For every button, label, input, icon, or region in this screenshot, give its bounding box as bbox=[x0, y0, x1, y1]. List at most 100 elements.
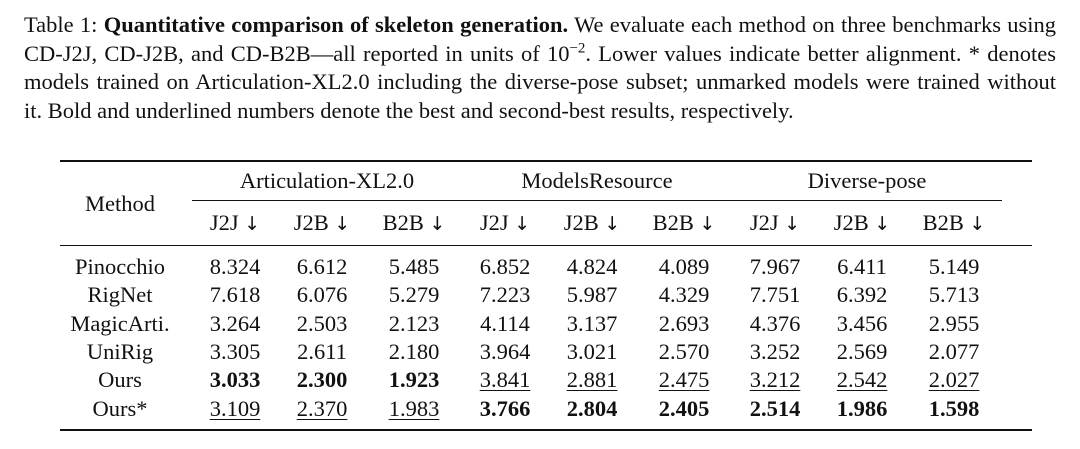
metric-value: 3.264 bbox=[209, 310, 261, 336]
metric-label: B2B bbox=[382, 210, 430, 235]
metric-value: 2.180 bbox=[388, 339, 440, 365]
metric-value: 5.713 bbox=[928, 282, 980, 308]
caption-body-1: We evaluate each method on three benchma… bbox=[24, 12, 1057, 66]
metric-value: 2.569 bbox=[836, 339, 888, 365]
metric-value: 4.376 bbox=[749, 310, 801, 336]
caption-title: Quantitative comparison of skeleton gene… bbox=[103, 12, 569, 37]
metric-value: 1.923 bbox=[388, 367, 440, 393]
metric-value: 5.485 bbox=[388, 254, 440, 280]
metric-value: 1.598 bbox=[928, 395, 980, 421]
method-column-header: Method bbox=[85, 190, 155, 216]
caption-exponent: −2 bbox=[569, 40, 586, 56]
metric-value: 2.611 bbox=[297, 339, 347, 365]
metric-value: 3.252 bbox=[749, 339, 801, 365]
metric-value: 7.223 bbox=[479, 282, 531, 308]
metric-value: 3.305 bbox=[209, 339, 261, 365]
metric-value: 3.137 bbox=[566, 310, 618, 336]
metric-value: 3.456 bbox=[836, 310, 888, 336]
metric-value: 2.881 bbox=[566, 367, 618, 393]
method-name: Pinocchio bbox=[75, 254, 165, 280]
metric-value: 3.841 bbox=[479, 367, 531, 393]
metric-value: 2.370 bbox=[296, 395, 348, 421]
metric-value: 8.324 bbox=[209, 254, 261, 280]
metric-value: 6.852 bbox=[479, 254, 531, 280]
metric-value: 3.766 bbox=[479, 395, 531, 421]
metric-value: 2.300 bbox=[296, 367, 348, 393]
metric-value: 7.751 bbox=[749, 282, 801, 308]
metric-value: 2.514 bbox=[749, 395, 801, 421]
metric-value: 3.033 bbox=[209, 367, 261, 393]
metric-header-j2b: J2B ↓ bbox=[818, 201, 906, 246]
metric-header-j2b: J2B ↓ bbox=[548, 201, 636, 246]
metric-value: 2.027 bbox=[928, 367, 980, 393]
metric-value: 2.804 bbox=[566, 395, 618, 421]
caption-body-2: . Lower values indicate better alignment… bbox=[24, 40, 1056, 123]
metric-header-j2j: J2J ↓ bbox=[732, 201, 818, 246]
down-arrow-icon: ↓ bbox=[514, 213, 531, 235]
metric-value: 1.986 bbox=[836, 395, 888, 421]
metric-value: 3.212 bbox=[749, 367, 801, 393]
metric-value: 2.955 bbox=[928, 310, 980, 336]
metric-value: 3.109 bbox=[209, 395, 261, 421]
metric-value: 2.475 bbox=[658, 367, 710, 393]
metric-label: B2B bbox=[922, 210, 970, 235]
method-name: MagicArti. bbox=[70, 310, 170, 336]
metric-value: 4.824 bbox=[566, 254, 618, 280]
metric-value: 4.329 bbox=[658, 282, 710, 308]
down-arrow-icon: ↓ bbox=[699, 213, 716, 235]
caption-label: Table 1: bbox=[24, 12, 98, 37]
method-name: RigNet bbox=[87, 282, 153, 308]
down-arrow-icon: ↓ bbox=[784, 213, 801, 235]
down-arrow-icon: ↓ bbox=[244, 213, 261, 235]
metric-value: 7.618 bbox=[209, 282, 261, 308]
group-header-modelsresource: ModelsResource bbox=[462, 161, 733, 201]
metric-header-j2j: J2J ↓ bbox=[462, 201, 548, 246]
metric-value: 2.542 bbox=[836, 367, 888, 393]
table-row: Ours 3.033 2.300 1.923 3.841 2.881 2.475 3.212 2… bbox=[60, 366, 1032, 394]
metric-value: 5.149 bbox=[928, 254, 980, 280]
method-name: Ours bbox=[98, 367, 142, 393]
metric-value: 2.503 bbox=[296, 310, 348, 336]
metric-label: J2J bbox=[209, 210, 245, 235]
metric-value: 6.392 bbox=[836, 282, 888, 308]
down-arrow-icon: ↓ bbox=[969, 213, 986, 235]
metric-header-j2j: J2J ↓ bbox=[192, 201, 278, 246]
metric-header-b2b: B2B ↓ bbox=[906, 201, 1002, 246]
metric-value: 5.987 bbox=[566, 282, 618, 308]
metric-label: J2B bbox=[563, 210, 605, 235]
metric-label: B2B bbox=[652, 210, 700, 235]
table-row: Pinocchio 8.324 6.612 5.485 6.852 4.824 4.089 7… bbox=[60, 253, 1032, 281]
method-name: UniRig bbox=[86, 339, 154, 365]
group-header-diverse-pose: Diverse-pose bbox=[732, 161, 1003, 201]
down-arrow-icon: ↓ bbox=[334, 213, 351, 235]
metric-header-j2b: J2B ↓ bbox=[278, 201, 366, 246]
method-name: Ours* bbox=[92, 395, 148, 421]
metric-value: 6.612 bbox=[296, 254, 348, 280]
metric-value: 2.405 bbox=[658, 395, 710, 421]
metric-value: 7.967 bbox=[749, 254, 801, 280]
metric-header-b2b: B2B ↓ bbox=[366, 201, 462, 246]
results-table: Method Articulation-XL2.0 ModelsResource… bbox=[60, 160, 1033, 431]
group-header-articulation: Articulation-XL2.0 bbox=[192, 161, 463, 201]
metric-label: J2B bbox=[833, 210, 875, 235]
down-arrow-icon: ↓ bbox=[874, 213, 891, 235]
metric-value: 2.570 bbox=[658, 339, 710, 365]
metric-value: 3.964 bbox=[479, 339, 531, 365]
results-table-container: Method Articulation-XL2.0 ModelsResource… bbox=[60, 160, 1033, 431]
down-arrow-icon: ↓ bbox=[429, 213, 446, 235]
table-row: UniRig 3.305 2.611 2.180 3.964 3.021 2.570 3.25… bbox=[60, 338, 1032, 366]
metric-value: 1.983 bbox=[388, 395, 440, 421]
table-row: Ours* 3.109 2.370 1.983 3.766 2.804 2.405 2.514… bbox=[60, 394, 1032, 422]
table-row: RigNet 7.618 6.076 5.279 7.223 5.987 4.329 7.75… bbox=[60, 281, 1032, 309]
table-caption: Table 1: Quantitative comparison of skel… bbox=[24, 11, 1056, 125]
metric-value: 4.114 bbox=[480, 310, 530, 336]
metric-value: 3.021 bbox=[566, 339, 618, 365]
metric-value: 2.123 bbox=[388, 310, 440, 336]
metric-value: 4.089 bbox=[658, 254, 710, 280]
metric-label: J2J bbox=[749, 210, 785, 235]
metric-value: 6.411 bbox=[837, 254, 887, 280]
metric-label: J2J bbox=[479, 210, 515, 235]
metric-value: 6.076 bbox=[296, 282, 348, 308]
table-row: MagicArti. 3.264 2.503 2.123 4.114 3.137 2.693… bbox=[60, 310, 1032, 338]
metric-value: 2.693 bbox=[658, 310, 710, 336]
